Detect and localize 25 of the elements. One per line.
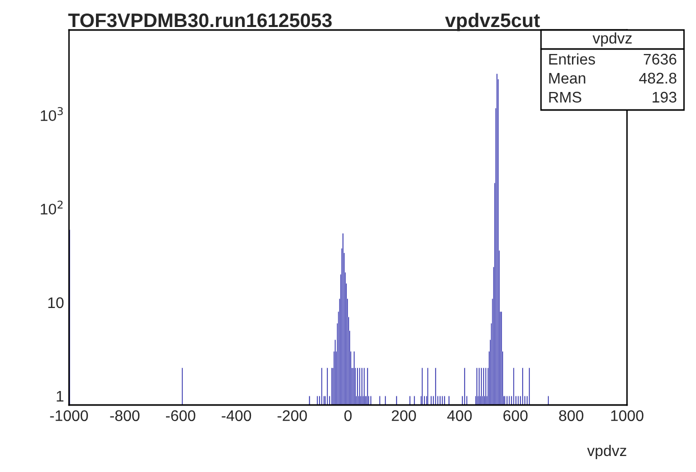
annotation: vpdvz [592, 32, 632, 47]
annotation: RMS [549, 92, 582, 103]
annotation: Entries [549, 53, 595, 65]
chart-title: TOF3VPDMB30.run16125053 [68, 13, 332, 28]
annotation: Mean [549, 72, 586, 84]
chart-subtitle: vpdvz5cut [445, 12, 540, 32]
x-tick-label: 1000 [611, 410, 644, 422]
x-tick-label: 200 [392, 410, 416, 422]
x-tick-label: 400 [447, 410, 472, 422]
x-tick-label: -1000 [50, 410, 88, 422]
x-tick-label: -800 [110, 410, 140, 422]
x-tick-label: 600 [503, 410, 528, 422]
y-tick-label: 1 [56, 390, 64, 402]
x-tick-label: -400 [222, 410, 252, 422]
x-tick-label: 0 [344, 410, 352, 422]
text: 7636 [644, 54, 676, 65]
x-tick-label: 800 [559, 410, 584, 422]
text: 193 [652, 92, 676, 103]
y-tick-label: 10$^{3}$ [40, 107, 63, 122]
text: 482.8 [639, 72, 676, 84]
x-axis-title: vpdvz [587, 444, 626, 460]
y-tick-label: 10 [48, 297, 64, 308]
x-tick-label: -600 [166, 410, 196, 422]
x-tick-label: -200 [278, 410, 307, 422]
y-tick-label: 10$^{2}$ [40, 200, 63, 215]
